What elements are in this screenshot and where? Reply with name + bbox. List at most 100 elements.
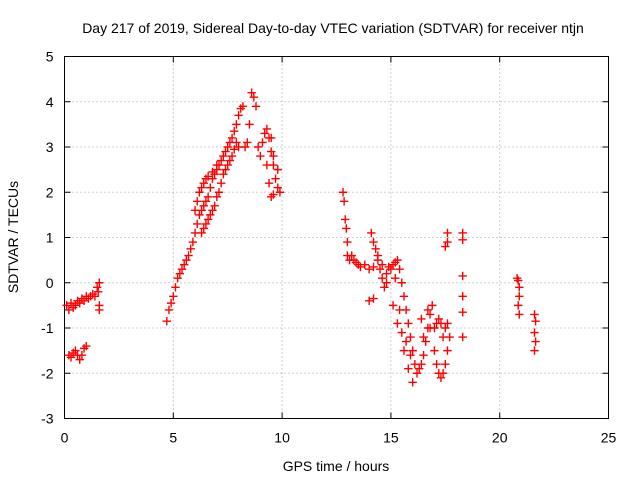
data-point xyxy=(95,305,104,315)
data-point xyxy=(243,138,252,147)
data-point xyxy=(369,294,378,303)
data-point xyxy=(245,120,254,129)
data-point xyxy=(419,332,428,342)
data-point xyxy=(408,378,417,387)
data-point xyxy=(247,88,256,97)
data-point xyxy=(369,262,378,272)
series-rise-lower-branch xyxy=(197,138,243,238)
x-axis-title: GPS time / hours xyxy=(283,458,390,474)
data-point xyxy=(227,151,237,161)
y-tick-label: 1 xyxy=(46,230,54,246)
data-point xyxy=(369,237,378,247)
data-point xyxy=(77,350,87,360)
data-point xyxy=(393,319,402,328)
data-point xyxy=(401,337,411,346)
data-point xyxy=(399,292,409,301)
data-point xyxy=(364,296,374,306)
data-point xyxy=(260,129,269,138)
data-point xyxy=(210,201,219,211)
y-tick-label: -2 xyxy=(41,365,54,381)
data-point xyxy=(169,292,178,301)
data-point xyxy=(360,260,369,269)
data-point xyxy=(212,192,222,201)
data-point xyxy=(225,156,235,165)
data-point xyxy=(273,183,282,192)
data-point xyxy=(92,283,102,292)
data-point xyxy=(197,183,206,192)
data-point xyxy=(232,120,241,129)
x-tick-label: 0 xyxy=(61,430,69,446)
series-early-upper xyxy=(62,278,104,315)
data-point xyxy=(531,337,540,346)
data-point xyxy=(397,328,406,337)
data-point xyxy=(441,360,450,369)
data-point xyxy=(249,93,259,102)
y-tick-label: 5 xyxy=(46,49,54,65)
data-point xyxy=(75,298,84,308)
data-point xyxy=(238,102,248,111)
data-point xyxy=(171,283,180,292)
chart-title: Day 217 of 2019, Sidereal Day-to-day VTE… xyxy=(82,20,584,36)
data-point xyxy=(404,319,413,328)
data-point xyxy=(267,133,276,143)
data-point xyxy=(438,369,448,378)
series-early-lower xyxy=(64,341,91,364)
data-point xyxy=(412,369,422,378)
data-point xyxy=(432,360,441,369)
data-point xyxy=(262,160,272,170)
x-tick-label: 10 xyxy=(274,430,290,446)
y-tick-label: 2 xyxy=(46,184,54,200)
data-point xyxy=(258,138,267,147)
data-point xyxy=(71,346,80,355)
data-point xyxy=(438,332,448,342)
data-point xyxy=(530,328,539,337)
data-point xyxy=(193,197,202,206)
data-point xyxy=(71,301,80,310)
data-point xyxy=(230,145,239,154)
x-tick-label: 5 xyxy=(169,430,177,446)
y-axis-title: SDTVAR / TECUs xyxy=(5,181,21,293)
data-point xyxy=(75,355,84,364)
data-point xyxy=(342,224,351,233)
data-point xyxy=(219,169,228,179)
data-point xyxy=(62,301,71,310)
data-point xyxy=(256,151,265,161)
data-point xyxy=(343,237,352,247)
data-point xyxy=(182,255,191,265)
y-tick-label: -3 xyxy=(41,411,54,427)
data-point xyxy=(382,269,391,278)
data-point xyxy=(375,264,385,274)
data-point xyxy=(436,373,446,382)
data-point xyxy=(434,314,443,324)
data-point xyxy=(515,283,524,292)
data-point xyxy=(269,190,278,199)
data-point xyxy=(421,337,430,346)
data-point xyxy=(377,260,387,269)
data-point xyxy=(513,301,523,310)
data-point xyxy=(164,305,174,315)
data-point xyxy=(234,111,243,120)
data-point xyxy=(221,147,230,156)
axis-ticks: 0 5 10 15 20 25 -3 -2 -1 0 1 2 3 4 5 xyxy=(41,49,616,446)
y-tick-label: 3 xyxy=(46,139,54,155)
data-point xyxy=(406,350,415,360)
data-point xyxy=(428,301,437,310)
data-point xyxy=(64,305,74,315)
data-point xyxy=(79,296,89,306)
data-point xyxy=(214,188,224,197)
data-point xyxy=(430,346,439,355)
x-tick-label: 15 xyxy=(383,430,399,446)
data-point xyxy=(377,274,387,283)
data-point xyxy=(193,219,202,229)
data-point xyxy=(195,188,204,197)
data-point xyxy=(195,210,204,220)
data-point xyxy=(208,206,217,215)
data-point xyxy=(417,360,426,369)
data-point xyxy=(264,179,274,188)
data-point xyxy=(95,278,104,287)
series-rise xyxy=(162,102,248,326)
data-point xyxy=(179,260,189,269)
data-point xyxy=(94,287,103,296)
data-point xyxy=(175,269,185,278)
